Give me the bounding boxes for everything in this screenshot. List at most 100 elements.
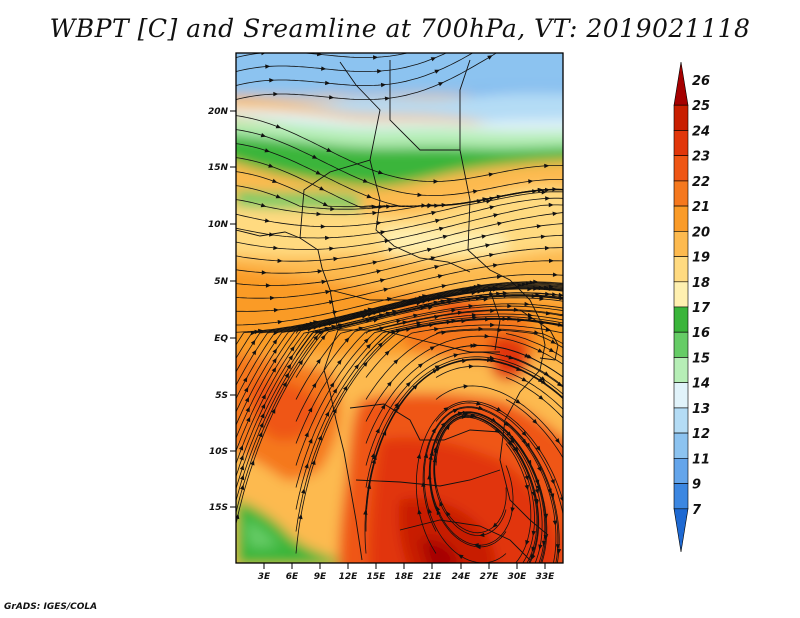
streamline-arrowhead xyxy=(376,269,382,274)
streamline-arrowhead xyxy=(513,307,519,312)
colorbar-label: 11 xyxy=(692,452,710,467)
streamline-arrowhead xyxy=(485,317,491,322)
streamline-arrowhead xyxy=(465,287,472,292)
lat-label-20n: 20N xyxy=(208,107,229,117)
streamline-arrowhead xyxy=(344,337,350,343)
streamline-arrowhead xyxy=(527,459,532,466)
streamline-arrowhead xyxy=(432,369,438,374)
streamline-arrowhead xyxy=(473,343,479,348)
streamline-arrowhead xyxy=(272,357,277,364)
streamline-arrowhead xyxy=(447,299,453,305)
streamline-arrowhead xyxy=(441,330,447,335)
streamline-arrowhead xyxy=(538,188,544,193)
streamline-arrowhead xyxy=(373,55,379,60)
streamline-arrowhead xyxy=(452,409,459,414)
streamline-arrowhead xyxy=(429,323,435,328)
streamline xyxy=(505,355,563,387)
streamline-arrowhead xyxy=(559,295,563,301)
streamline-arrowhead xyxy=(433,179,439,184)
colorbar-label: 21 xyxy=(692,200,710,215)
streamline-arrowhead xyxy=(440,422,446,428)
streamline-arrowhead xyxy=(288,354,293,361)
streamline-arrowhead xyxy=(564,534,568,539)
streamline xyxy=(505,333,563,358)
streamline-arrowhead xyxy=(290,346,295,352)
streamline xyxy=(365,324,563,378)
streamline-arrowhead xyxy=(273,245,279,250)
colorbar-swatch xyxy=(673,508,689,553)
streamline-arrowhead xyxy=(461,289,467,294)
streamline-arrowhead xyxy=(372,454,377,460)
streamline-arrowhead xyxy=(260,203,267,208)
streamline-arrowhead xyxy=(372,310,379,316)
streamline-arrowhead xyxy=(377,170,384,175)
lat-label-5s: 5S xyxy=(215,391,228,401)
streamline-arrowhead xyxy=(535,445,541,452)
streamline-arrowhead xyxy=(254,329,260,335)
streamline xyxy=(236,260,563,312)
streamline-arrowhead xyxy=(543,535,548,541)
streamline-arrowhead xyxy=(446,320,452,325)
streamline-arrowhead xyxy=(441,284,447,289)
streamline xyxy=(505,377,563,419)
streamline-arrowhead xyxy=(377,308,384,314)
streamline-arrowhead xyxy=(413,313,419,318)
streamline-arrowhead xyxy=(271,408,276,414)
streamline-arrowhead xyxy=(392,311,399,316)
streamline-arrowhead xyxy=(304,463,309,469)
streamline-arrowhead xyxy=(540,376,546,381)
streamline xyxy=(295,310,563,444)
streamline-arrowhead xyxy=(521,431,527,437)
streamline-arrowhead xyxy=(372,210,378,216)
streamline xyxy=(434,415,538,563)
streamline-arrowhead xyxy=(377,342,383,348)
streamline-arrowhead xyxy=(461,318,467,324)
streamline-arrowhead xyxy=(548,347,555,353)
colorbar-label: 12 xyxy=(692,427,710,442)
streamline-arrowhead xyxy=(545,311,552,316)
streamline-arrowhead xyxy=(343,385,348,391)
streamline-arrowhead xyxy=(304,431,309,438)
streamline-arrowhead xyxy=(543,371,550,376)
lon-label-6e: 6E xyxy=(286,572,299,582)
streamline-arrowhead xyxy=(515,399,521,404)
streamline-arrowhead xyxy=(272,178,278,183)
streamline xyxy=(236,191,563,227)
streamline-arrowhead xyxy=(431,427,436,434)
streamline-arrowhead xyxy=(531,554,536,560)
streamline-arrowhead xyxy=(258,431,263,438)
lat-label-10n: 10N xyxy=(208,220,229,230)
streamline-arrowhead xyxy=(312,154,318,159)
streamline-arrowhead xyxy=(369,316,375,322)
streamline-arrowhead xyxy=(298,513,303,520)
streamline xyxy=(415,400,563,554)
streamline-arrowhead xyxy=(333,256,339,262)
country-borders xyxy=(236,59,559,561)
streamline-arrowhead xyxy=(475,296,481,301)
streamline xyxy=(435,413,543,563)
streamline-arrowhead xyxy=(550,339,556,344)
colorbar-swatch xyxy=(673,331,689,358)
streamline-arrowhead xyxy=(471,413,477,418)
streamline xyxy=(295,294,563,356)
lon-label-15e: 15E xyxy=(367,572,387,582)
streamline-arrowhead xyxy=(331,324,337,330)
streamline-arrowhead xyxy=(308,407,313,413)
streamline-arrowhead xyxy=(268,163,274,168)
streamline-arrowhead xyxy=(330,206,336,212)
streamline-arrowhead xyxy=(496,291,502,296)
streamline-arrowhead xyxy=(385,311,391,316)
streamline xyxy=(236,204,563,250)
streamline-arrowhead xyxy=(488,172,494,177)
lat-label-5n: 5N xyxy=(214,277,228,287)
streamline-arrowhead xyxy=(325,235,331,241)
streamline-arrowhead xyxy=(479,532,485,538)
streamline-arrowhead xyxy=(531,546,536,552)
streamline-arrowhead xyxy=(373,318,379,323)
streamline-arrowhead xyxy=(316,358,321,364)
streamline-arrowhead xyxy=(552,211,558,216)
streamline-arrowhead xyxy=(537,466,542,472)
streamline xyxy=(236,284,563,387)
streamline-arrowhead xyxy=(503,293,509,298)
streamline xyxy=(423,407,557,563)
